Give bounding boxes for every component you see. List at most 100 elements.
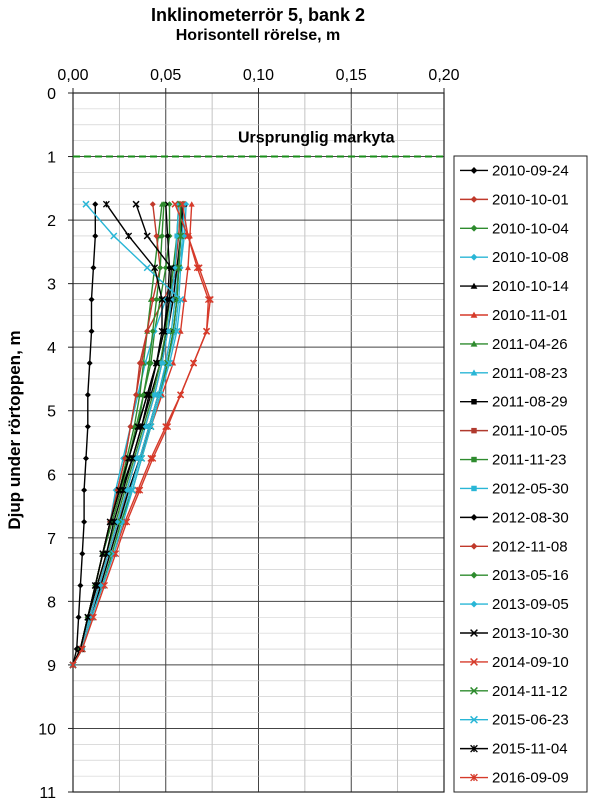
data-point: [138, 454, 146, 462]
legend-item: 2014-09-10: [460, 654, 569, 671]
data-point: [138, 423, 146, 431]
axis-layer: 0,00 0,05 0,10 0,15 0,20 0 1 2 3 4 5 6 7 8 9 10 11: [38, 67, 459, 801]
data-point: [138, 360, 145, 367]
data-point: [172, 265, 178, 271]
data-point: [153, 296, 160, 303]
data-point: [93, 582, 101, 589]
legend-item: 2016-09-09: [460, 770, 569, 787]
data-point: [165, 328, 171, 334]
data-point: [69, 661, 77, 669]
x-tick-label: 0,20: [428, 67, 459, 84]
legend-label: 2015-11-04: [492, 741, 568, 758]
data-point: [193, 264, 201, 272]
series-line: [72, 203, 163, 666]
data-point: [471, 456, 477, 463]
data-point: [92, 201, 99, 208]
data-point: [127, 423, 134, 430]
data-point: [102, 550, 110, 558]
x-tick-label: 0,10: [243, 67, 274, 84]
legend-item: 2011-10-05: [460, 423, 568, 440]
y-tick-label: 8: [47, 594, 56, 611]
legend-label: 2011-10-05: [492, 423, 568, 440]
data-point: [153, 359, 160, 367]
legend-item: 2015-11-04: [460, 741, 568, 758]
data-point: [177, 232, 185, 240]
legend: 2010-09-24 2010-10-01 2010-10-04 2010-10-08…: [453, 155, 588, 793]
data-point: [136, 486, 144, 494]
data-point: [470, 282, 478, 289]
legend-label: 2013-05-16: [492, 567, 569, 584]
legend-label: 2010-09-24: [492, 162, 569, 179]
legend-item: 2010-10-14: [460, 278, 569, 295]
data-point: [81, 487, 88, 494]
data-point: [88, 296, 95, 303]
data-point: [167, 264, 175, 272]
legend-label: 2012-05-30: [492, 480, 569, 497]
x-tick-label: 0,05: [150, 67, 181, 84]
data-point: [178, 200, 186, 208]
x-tick-label: 0,00: [57, 67, 88, 84]
data-point: [177, 328, 184, 334]
data-point: [470, 773, 478, 782]
legend-label: 2012-11-08: [492, 538, 568, 555]
legend-label: 2016-09-09: [492, 770, 569, 787]
legend-label: 2010-10-01: [492, 191, 569, 208]
data-point: [157, 264, 164, 271]
data-point: [147, 423, 155, 431]
series-2015-06-23: [69, 200, 185, 669]
data-point: [146, 360, 153, 367]
data-point: [470, 715, 478, 724]
data-point: [143, 232, 151, 240]
data-point: [128, 486, 136, 494]
data-point: [158, 296, 166, 303]
data-point: [92, 232, 99, 239]
data-point: [84, 613, 92, 621]
y-tick-label: 3: [47, 277, 56, 294]
data-point: [133, 391, 140, 398]
data-point: [471, 485, 477, 492]
data-point: [149, 328, 156, 335]
data-point: [123, 518, 131, 526]
data-point: [190, 359, 198, 367]
data-point: [470, 600, 478, 608]
data-point: [165, 295, 173, 304]
data-point: [88, 328, 95, 335]
data-point: [149, 454, 157, 462]
data-point: [188, 201, 195, 207]
reference-line-label: Ursprunglig markyta: [238, 130, 395, 147]
data-point: [125, 232, 133, 240]
data-point: [149, 201, 156, 208]
data-point: [470, 629, 478, 637]
data-point: [177, 391, 185, 399]
series-line: [72, 204, 180, 666]
y-axis-label: Djup under rörtoppen, m: [5, 330, 24, 529]
legend-item: 2012-11-08: [460, 538, 568, 555]
data-point: [149, 296, 156, 303]
y-tick-label: 4: [47, 340, 56, 357]
data-point: [470, 513, 478, 521]
y-tick-label: 11: [39, 785, 56, 801]
data-point: [79, 550, 86, 557]
legend-box: [453, 155, 588, 793]
legend-item: 2010-10-08: [460, 249, 569, 266]
y-tick-label: 10: [38, 721, 56, 738]
data-point: [152, 392, 158, 398]
legend-item: 2011-08-29: [460, 394, 568, 411]
data-point: [171, 200, 179, 208]
y-tick-label: 6: [47, 467, 56, 484]
data-point: [470, 369, 478, 376]
legend-label: 2011-08-29: [492, 394, 568, 411]
data-point: [176, 201, 182, 207]
data-point: [133, 455, 139, 461]
legend-label: 2010-11-01: [492, 307, 568, 324]
x-axis-label: Horisontell rörelse, m: [176, 27, 341, 44]
data-point: [470, 340, 478, 347]
data-point: [160, 201, 167, 208]
data-point: [86, 360, 93, 367]
data-point: [156, 391, 164, 399]
chart-title: Inklinometerrör 5, bank 2: [151, 5, 365, 25]
series-2016-09-09: [69, 200, 212, 669]
legend-item: 2012-05-30: [460, 480, 569, 497]
data-point: [89, 613, 97, 621]
reference-layer: Ursprunglig markyta: [73, 130, 444, 158]
